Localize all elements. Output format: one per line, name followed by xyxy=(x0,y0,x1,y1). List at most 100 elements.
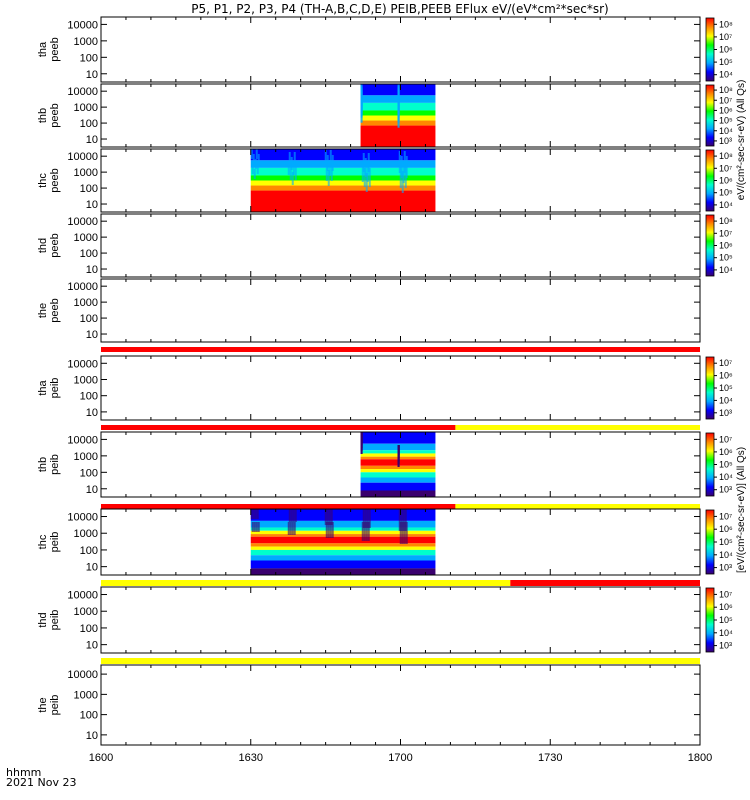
colorbar-tick-label: 10⁴ xyxy=(719,200,733,210)
mode-bar-segment xyxy=(101,504,456,509)
spectrogram-band xyxy=(250,568,436,575)
spectrogram-block xyxy=(360,84,436,147)
spectrogram-streak xyxy=(329,522,332,538)
spectrogram-streak xyxy=(365,522,368,541)
colorbar-tick-label: 10⁶ xyxy=(719,176,733,186)
y-tick-label: 1000 xyxy=(74,232,98,244)
colorbar-tick-label: 10⁷ xyxy=(719,32,732,42)
spectrogram-band xyxy=(250,555,436,561)
spectrogram-streak xyxy=(361,163,364,182)
panel-thc-peeb: 10 100 1000 10000 thc peeb 10⁸ 10⁷ 10⁶ 10⁵ 10⁴ xyxy=(37,148,733,213)
y-tick-label: 10000 xyxy=(67,19,98,31)
spectrogram-streak xyxy=(368,168,371,187)
spectrogram-streak xyxy=(255,522,258,532)
spectrogram-band xyxy=(250,546,436,550)
mode-bar-segment xyxy=(510,580,700,586)
y-tick-label: 10 xyxy=(86,562,98,574)
colorbar-tick-label: 10⁵ xyxy=(719,57,733,67)
y-tick-label: 10000 xyxy=(67,512,98,524)
panel-probe-label: thc xyxy=(37,534,49,549)
spectrogram-streak xyxy=(251,164,254,174)
spectrogram-band xyxy=(360,482,436,491)
mode-bar-segment xyxy=(455,504,700,509)
spectrogram-streak xyxy=(292,509,295,522)
y-tick-label: 1000 xyxy=(74,167,98,179)
spectrogram-streak xyxy=(329,150,332,166)
spectrogram-streak xyxy=(289,522,292,535)
colorbar-tick-label: 10⁸ xyxy=(719,85,733,95)
spectrogram-band xyxy=(250,180,436,186)
spectrogram-streak xyxy=(252,154,255,164)
panel-frame xyxy=(100,664,701,746)
colorbar-strip xyxy=(705,17,715,82)
spectrogram-streak xyxy=(291,172,294,185)
spectrogram-streak xyxy=(255,149,258,159)
panel-product-label: peib xyxy=(49,695,61,716)
colorbar-tick-label: 10⁵ xyxy=(719,116,733,126)
colorbar-tick-label: 10⁴ xyxy=(719,265,733,275)
spectrogram-streak xyxy=(328,509,331,525)
y-tick-label: 10000 xyxy=(67,281,98,293)
spectrogram-streak xyxy=(325,165,328,181)
spectrogram-band xyxy=(250,149,436,161)
panel-frame xyxy=(100,586,701,654)
spectrogram-streak xyxy=(290,509,293,522)
spectrogram-streak xyxy=(326,155,329,171)
spectrogram-streak xyxy=(292,162,295,175)
spectrogram-streak xyxy=(254,159,257,169)
colorbar-strip xyxy=(705,356,715,420)
panel-frame xyxy=(100,355,701,421)
spectrogram-streak xyxy=(361,522,364,541)
y-tick-label: 100 xyxy=(80,623,98,635)
colorbar-tick-label: 10³ xyxy=(719,136,732,146)
spectrogram-streak xyxy=(327,522,330,538)
y-tick-label: 1000 xyxy=(74,606,98,618)
spectrogram-streak xyxy=(328,160,331,176)
spectrogram-streak xyxy=(251,522,254,532)
spectrogram-streak xyxy=(294,167,297,180)
y-tick-label: 100 xyxy=(80,545,98,557)
panel-probe-label: tha xyxy=(37,41,49,57)
spectrogram-streak xyxy=(330,509,333,525)
mode-bar-segment xyxy=(101,425,456,430)
colorbar: 10⁸ 10⁷ 10⁶ 10⁵ 10⁴ xyxy=(705,149,733,212)
colorbar-tick-label: 10⁶ xyxy=(719,524,733,534)
colorbar-tick-label: 10⁷ xyxy=(719,511,732,521)
colorbar-tick-label: 10⁸ xyxy=(719,151,733,161)
panel-probe-label: thd xyxy=(37,612,49,627)
colorbar-tick-label: 10⁷ xyxy=(719,434,732,444)
colorbar-tick-label: 10⁴ xyxy=(719,550,733,560)
panel-product-label: peib xyxy=(49,610,61,631)
y-tick-label: 100 xyxy=(80,710,98,722)
panel-thd-peib: 10 100 1000 10000 thd peib 10⁷ 10⁶ 10⁵ 10⁴ 10³ xyxy=(37,586,733,664)
spectrogram-streak xyxy=(367,153,370,172)
panel-product-label: peeb xyxy=(49,233,61,257)
spectrogram-streak xyxy=(257,154,260,164)
panel-probe-label: the xyxy=(37,697,49,712)
y-tick-label: 10 xyxy=(86,730,98,742)
y-tick-label: 1000 xyxy=(74,297,98,309)
colorbar-tick-label: 10⁸ xyxy=(719,19,733,29)
colorbar-tick-label: 10⁵ xyxy=(719,615,733,625)
spectrogram-streak xyxy=(362,153,365,172)
spectrogram-streak xyxy=(365,173,368,192)
panel-probe-label: thc xyxy=(37,173,49,188)
spectrogram-streak xyxy=(398,151,401,173)
y-tick-label: 1000 xyxy=(74,374,98,386)
panel-probe-label: tha xyxy=(37,379,49,395)
panel-probe-label: thb xyxy=(37,108,49,123)
spectrogram-band xyxy=(360,465,436,470)
spectrogram-streak xyxy=(293,522,296,535)
colorbar-strip xyxy=(705,432,715,497)
spectrogram-streak xyxy=(401,522,404,544)
spectrogram-band xyxy=(360,490,436,497)
colorbar-tick-label: 10³ xyxy=(719,408,732,418)
y-tick-label: 10000 xyxy=(67,151,98,163)
spectrogram-band xyxy=(360,477,436,483)
colorbar-tick-label: 10³ xyxy=(719,485,732,495)
y-tick-label: 100 xyxy=(80,248,98,260)
spectrogram-streak xyxy=(403,151,406,173)
spectrogram-streak xyxy=(288,152,291,165)
panel-frame xyxy=(100,213,701,278)
spectrogram-streak xyxy=(331,522,334,538)
